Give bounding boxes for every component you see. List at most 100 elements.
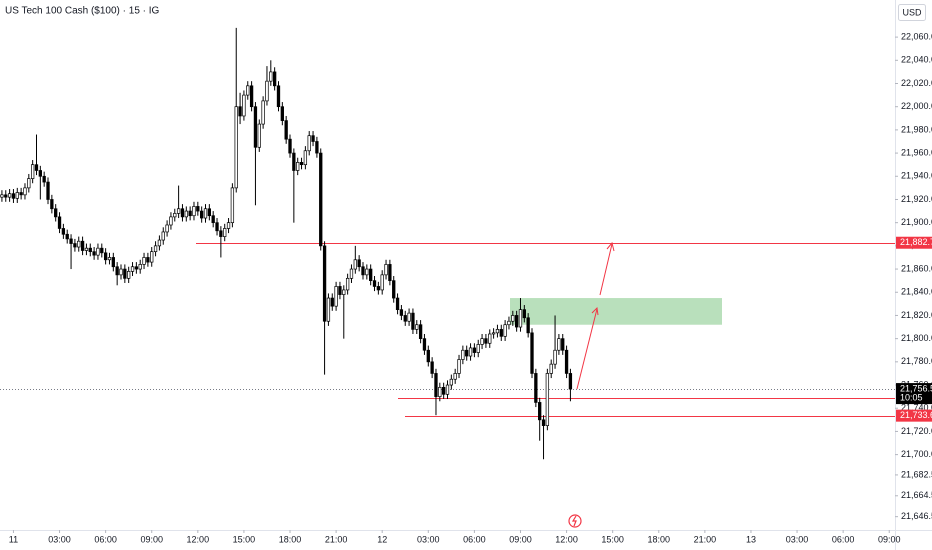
candle-body [388,264,392,282]
candle-body [153,245,158,253]
candle-body [192,206,196,217]
icon-ring[interactable] [568,514,582,528]
candle-body [169,216,173,226]
candle-body [38,170,42,177]
y-tick-label: 21,780.0 [901,356,932,366]
level-price-box [896,236,932,249]
target-zone [510,298,722,325]
candle-body [226,222,231,229]
candle-body [196,206,200,212]
x-tick-label: 12:00 [555,534,578,544]
candle-body [415,324,419,330]
arrow-head [591,306,599,316]
candle-body [384,264,388,276]
y-tick-label: 21,700.0 [901,449,932,459]
candle-body [188,210,192,217]
candle-body [457,359,461,374]
x-tick-label: 15:00 [233,534,256,544]
candle-body [46,181,50,200]
y-tick-label: 22,040.0 [901,55,932,65]
y-tick-label: 21,646.5 [901,511,932,521]
candle-body [180,208,185,218]
candle-body [19,192,23,196]
candle-body [161,231,165,241]
candle-body [61,228,66,235]
y-tick-label: 21,682.5 [901,469,932,479]
candle-body [130,266,135,272]
candle-body [69,238,73,244]
y-tick-label: 21,940.0 [901,171,932,181]
candle-body [138,264,142,270]
candle-body [77,240,81,248]
y-tick-label: 21,980.0 [901,124,932,134]
candle-body [403,315,407,322]
candle-body [23,187,27,196]
last-price-box [896,383,932,405]
candles [0,27,573,460]
y-tick-label: 21,664.5 [901,490,932,500]
candle-body [468,347,473,357]
candle-body [249,85,254,108]
candle-body [538,402,542,421]
candle-body [511,315,515,322]
projection-arrow [599,243,613,296]
x-tick-label: 03:00 [417,534,440,544]
candle-body [361,266,365,276]
candle-body [491,332,496,335]
candle-body [319,152,323,247]
countdown: 10:05 [900,392,923,402]
candle-body [472,347,477,353]
candle-body [322,245,327,322]
candle-body [568,373,573,390]
x-tick-label: 09:00 [878,534,901,544]
candle-body [411,312,415,330]
candle-body [265,80,269,102]
arrow-head [606,241,615,252]
y-tick-label: 22,000.0 [901,101,932,111]
candle-body [426,349,430,363]
candle-body [418,324,423,339]
icon-bolt[interactable] [571,515,577,527]
candle-body [495,329,500,334]
candle-body [57,216,62,229]
candle-body [4,194,8,198]
candle-body [465,349,469,357]
candle-body [518,309,523,328]
candle-body [65,233,69,240]
candle-body [326,297,331,322]
candle-body [522,309,526,319]
candle-body [503,324,507,337]
candle-body [73,243,77,248]
candle-body [269,71,273,82]
candle-body [30,164,35,179]
candle-body [157,239,162,247]
candle-body [42,175,46,183]
candle-body [107,257,112,261]
replay-icon[interactable] [568,514,582,528]
candle-body [365,268,369,276]
candle-body [34,164,39,171]
currency[interactable]: USD [902,7,922,17]
candle-body [449,378,453,386]
candle-body [288,138,292,154]
x-tick-label: 09:00 [140,534,163,544]
candle-body [223,228,227,237]
candle-body [50,199,54,210]
candle-body [499,329,503,337]
currency-box[interactable] [898,4,926,21]
candle-body [146,257,150,263]
x-tick-label: 18:00 [279,534,302,544]
level-price-box [896,409,932,422]
y-tick-label: 21,920.0 [901,194,932,204]
x-tick-label: 12 [377,534,387,544]
y-tick-label: 21,820.0 [901,310,932,320]
candle-body [276,85,281,108]
candle-body [399,309,404,316]
x-tick-label: 13 [746,534,756,544]
candle-body [119,268,123,276]
candle-body [422,338,427,351]
x-tick-label: 06:00 [94,534,117,544]
candle-body [453,373,457,380]
candle-body [127,271,131,279]
